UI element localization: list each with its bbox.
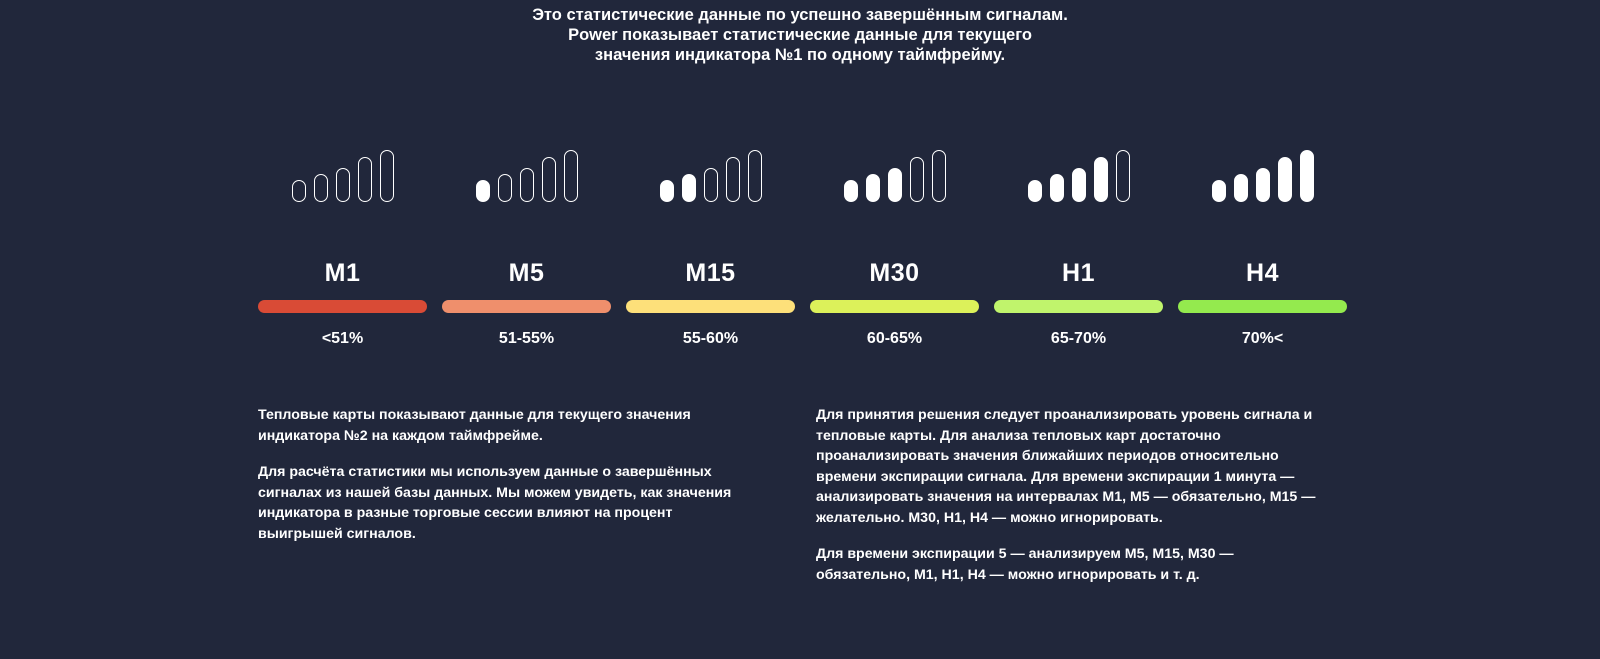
signal-bar bbox=[909, 157, 924, 202]
text-line: Для принятия решения следует проанализир… bbox=[816, 407, 1313, 423]
signal-bar bbox=[563, 150, 578, 202]
text-line: Для времени экспирации 5 — анализируем M… bbox=[816, 546, 1234, 562]
level-m1: M1 <51% bbox=[258, 148, 427, 349]
paragraph: Для времени экспирации 5 — анализируем M… bbox=[816, 544, 1336, 585]
signal-bar bbox=[931, 150, 946, 202]
signal-bar bbox=[659, 180, 674, 202]
signal-bar bbox=[1071, 168, 1086, 202]
level-m15: M15 55-60% bbox=[626, 148, 795, 349]
win-rate-range: 65-70% bbox=[1050, 330, 1107, 347]
signal-bar bbox=[843, 180, 858, 202]
signal-bar bbox=[475, 180, 490, 202]
signal-bar bbox=[681, 174, 696, 202]
signal-bar bbox=[379, 150, 394, 202]
text-line: выигрышей сигналов. bbox=[258, 525, 416, 542]
signal-bar bbox=[1211, 180, 1226, 202]
signal-strength-icon bbox=[475, 148, 578, 202]
intro-line: Power показывает статистические данные д… bbox=[568, 26, 1032, 44]
signal-strength-icon bbox=[843, 148, 946, 202]
text-line: индикатора в разные торговые сессии влия… bbox=[258, 505, 673, 521]
signal-bar bbox=[313, 174, 328, 202]
signal-bar bbox=[725, 157, 740, 202]
signal-strength-icon bbox=[659, 148, 762, 202]
decision-description: Для принятия решения следует проанализир… bbox=[816, 405, 1336, 601]
timeframe-label: M1 bbox=[324, 259, 361, 287]
signal-bar bbox=[887, 168, 902, 202]
timeframe-label: H4 bbox=[1246, 259, 1279, 287]
rate-color-bar bbox=[1178, 300, 1347, 313]
win-rate-range: <51% bbox=[321, 330, 364, 347]
signal-bar bbox=[1299, 150, 1314, 202]
text-line: анализировать значения на интервалах M1,… bbox=[816, 489, 1316, 505]
signal-bar bbox=[1027, 180, 1042, 202]
rate-color-bar bbox=[258, 300, 427, 313]
signal-bar bbox=[335, 168, 350, 202]
signal-bar bbox=[703, 168, 718, 202]
intro-line: значения индикатора №1 по одному таймфре… bbox=[594, 46, 1006, 64]
signal-bar bbox=[865, 174, 880, 202]
signal-strength-icon bbox=[1211, 148, 1314, 202]
heatmap-description: Тепловые карты показывают данные для тек… bbox=[258, 405, 758, 560]
level-h4: H4 70%< bbox=[1178, 148, 1347, 349]
timeframe-label: M15 bbox=[685, 259, 736, 287]
level-h1: H1 65-70% bbox=[994, 148, 1163, 349]
signal-bar bbox=[1093, 157, 1108, 202]
win-rate-range: 60-65% bbox=[866, 330, 923, 347]
signal-bar bbox=[1255, 168, 1270, 202]
intro-line: Это статистические данные по успешно зав… bbox=[532, 6, 1068, 24]
level-m30: M30 60-65% bbox=[810, 148, 979, 349]
text-line: желательно. M30, H1, H4 — можно игнориро… bbox=[816, 509, 1163, 526]
rate-color-bar bbox=[994, 300, 1163, 313]
signal-bar bbox=[497, 174, 512, 202]
signal-bar bbox=[1277, 157, 1292, 202]
text-line: обязательно, M1, H1, H4 — можно игнориро… bbox=[816, 566, 1200, 583]
text-line: сигналах из нашей базы данных. Мы можем … bbox=[258, 484, 732, 501]
paragraph: Для принятия решения следует проанализир… bbox=[816, 405, 1336, 528]
text-line: Тепловые карты показывают данные для тек… bbox=[258, 407, 691, 423]
level-m5: M5 51-55% bbox=[442, 148, 611, 349]
timeframe-label: M30 bbox=[869, 259, 920, 287]
rate-color-bar bbox=[442, 300, 611, 313]
signal-bar bbox=[1115, 150, 1130, 202]
timeframe-label: H1 bbox=[1062, 259, 1095, 287]
signal-strength-icon bbox=[1027, 148, 1130, 202]
text-line: проанализировать значения ближайших пери… bbox=[816, 448, 1279, 464]
text-line: времени экспирации сигнала. Для времени … bbox=[816, 468, 1295, 485]
timeframe-label: M5 bbox=[508, 259, 545, 287]
signal-bar bbox=[519, 168, 534, 202]
signal-bar bbox=[357, 157, 372, 202]
paragraph: Тепловые карты показывают данные для тек… bbox=[258, 405, 758, 446]
intro-text: Это статистические данные по успешно зав… bbox=[0, 5, 1600, 65]
text-line: Для расчёта статистики мы используем дан… bbox=[258, 464, 712, 480]
signal-strength-icon bbox=[291, 148, 394, 202]
win-rate-range: 51-55% bbox=[498, 330, 555, 347]
paragraph: Для расчёта статистики мы используем дан… bbox=[258, 462, 758, 544]
signal-bar bbox=[1049, 174, 1064, 202]
signal-bar bbox=[291, 180, 306, 202]
rate-color-bar bbox=[626, 300, 795, 313]
win-rate-range: 55-60% bbox=[682, 330, 739, 347]
signal-bar bbox=[541, 157, 556, 202]
signal-bar bbox=[1233, 174, 1248, 202]
text-line: индикатора №2 на каждом таймфрейме. bbox=[258, 427, 543, 444]
win-rate-range: 70%< bbox=[1241, 330, 1284, 347]
signal-levels: M1 <51% M5 51-55% M15 55-60% bbox=[258, 148, 1347, 349]
rate-color-bar bbox=[810, 300, 979, 313]
text-line: тепловые карты. Для анализа тепловых кар… bbox=[816, 427, 1221, 444]
signal-bar bbox=[747, 150, 762, 202]
